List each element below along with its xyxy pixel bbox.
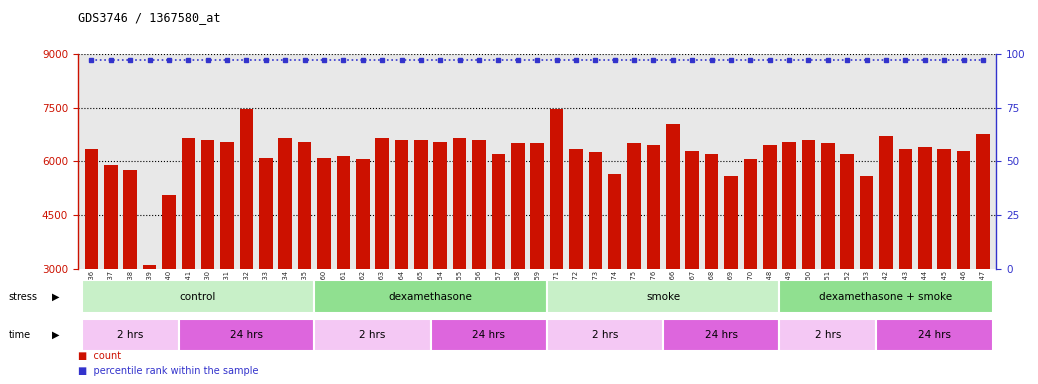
Bar — [201, 140, 215, 269]
Bar — [627, 143, 640, 269]
Bar — [743, 159, 757, 269]
Bar — [666, 124, 680, 269]
Text: 24 hrs: 24 hrs — [918, 330, 951, 340]
Text: ■  count: ■ count — [78, 351, 121, 361]
Text: 24 hrs: 24 hrs — [705, 330, 738, 340]
Bar — [492, 154, 506, 269]
Bar — [298, 142, 311, 269]
Bar — [780, 280, 992, 313]
Bar — [647, 145, 660, 269]
Text: dexamethasone: dexamethasone — [388, 291, 472, 302]
Bar — [511, 143, 524, 269]
Text: dexamethasone + smoke: dexamethasone + smoke — [819, 291, 953, 302]
Bar — [899, 149, 912, 269]
Text: stress: stress — [8, 291, 37, 302]
Bar — [182, 138, 195, 269]
Bar — [85, 149, 99, 269]
Bar — [801, 140, 815, 269]
Text: 24 hrs: 24 hrs — [230, 330, 263, 340]
Bar — [569, 149, 582, 269]
Bar — [124, 170, 137, 269]
Bar — [725, 175, 738, 269]
Bar — [705, 154, 718, 269]
Bar — [685, 151, 699, 269]
Text: GDS3746 / 1367580_at: GDS3746 / 1367580_at — [78, 12, 220, 25]
Text: 2 hrs: 2 hrs — [359, 330, 386, 340]
Bar — [589, 152, 602, 269]
Bar — [453, 138, 466, 269]
Bar — [315, 280, 547, 313]
Text: ▶: ▶ — [52, 330, 59, 340]
Bar — [336, 156, 350, 269]
Bar — [957, 151, 971, 269]
Bar — [763, 145, 776, 269]
Bar — [918, 147, 931, 269]
Bar — [318, 158, 331, 269]
Bar — [859, 175, 873, 269]
Bar — [356, 159, 370, 269]
Bar — [431, 319, 547, 351]
Bar — [82, 280, 315, 313]
Bar — [240, 109, 253, 269]
Bar — [434, 142, 447, 269]
Bar — [841, 154, 854, 269]
Bar — [260, 158, 273, 269]
Bar — [547, 319, 663, 351]
Bar — [414, 140, 428, 269]
Bar — [780, 319, 876, 351]
Text: ▶: ▶ — [52, 291, 59, 302]
Bar — [976, 134, 989, 269]
Bar — [104, 165, 117, 269]
Bar — [376, 138, 389, 269]
Text: control: control — [180, 291, 216, 302]
Text: 2 hrs: 2 hrs — [592, 330, 619, 340]
Bar — [530, 143, 544, 269]
Bar — [220, 142, 234, 269]
Bar — [821, 143, 835, 269]
Bar — [162, 195, 175, 269]
Bar — [550, 109, 564, 269]
Bar — [394, 140, 408, 269]
Text: smoke: smoke — [646, 291, 680, 302]
Text: 24 hrs: 24 hrs — [472, 330, 506, 340]
Bar — [608, 174, 622, 269]
Bar — [783, 142, 796, 269]
Bar — [278, 138, 292, 269]
Bar — [547, 280, 780, 313]
Bar — [315, 319, 431, 351]
Text: ■  percentile rank within the sample: ■ percentile rank within the sample — [78, 366, 258, 376]
Bar — [179, 319, 315, 351]
Text: 2 hrs: 2 hrs — [117, 330, 143, 340]
Text: time: time — [8, 330, 30, 340]
Bar — [876, 319, 992, 351]
Bar — [663, 319, 780, 351]
Bar — [937, 149, 951, 269]
Bar — [472, 140, 486, 269]
Bar — [82, 319, 179, 351]
Text: 2 hrs: 2 hrs — [815, 330, 841, 340]
Bar — [143, 265, 157, 269]
Bar — [879, 136, 893, 269]
